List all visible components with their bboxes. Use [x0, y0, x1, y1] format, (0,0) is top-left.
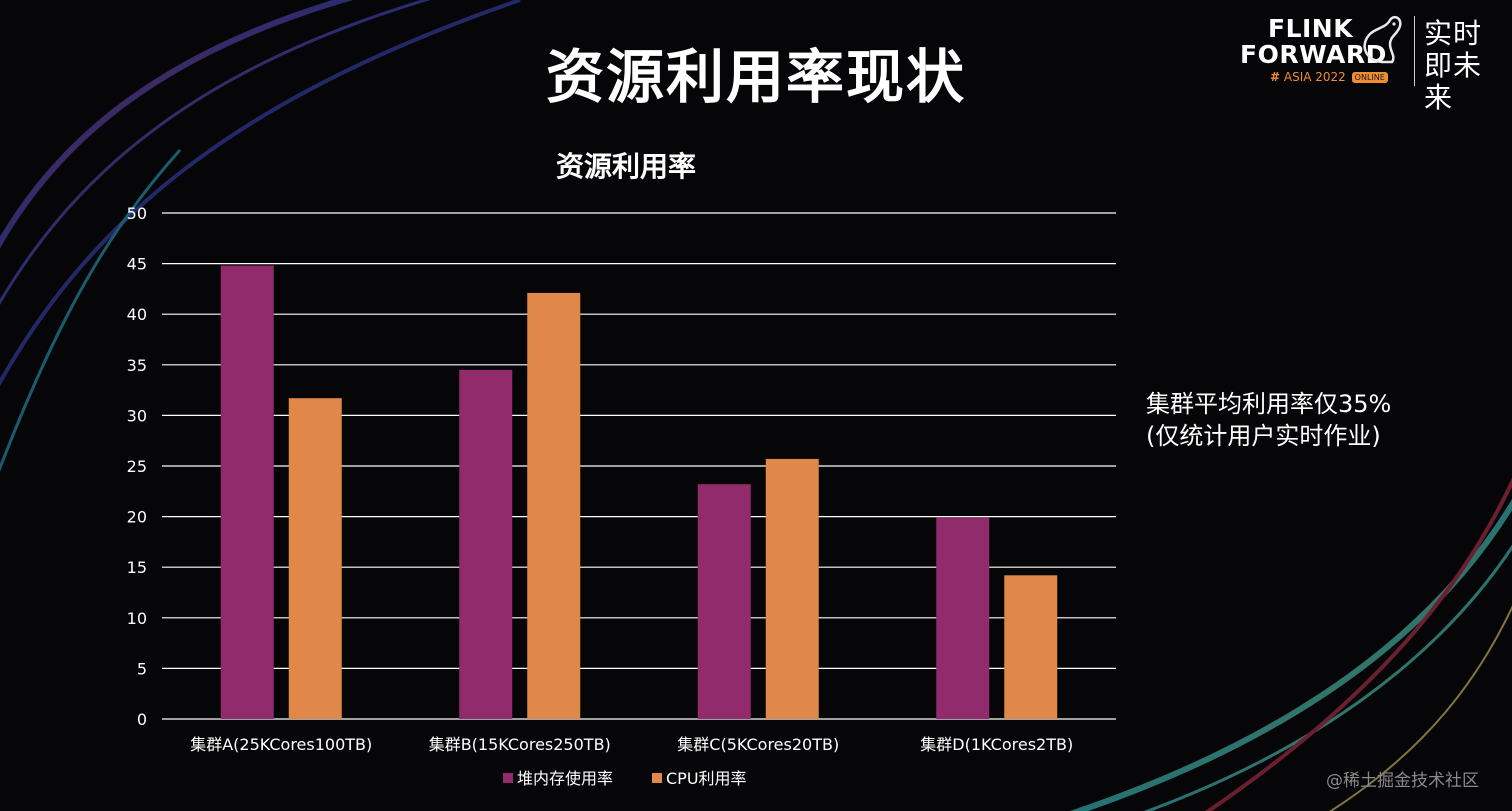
y-tick-label: 30: [127, 406, 147, 425]
chart-title: 资源利用率: [556, 150, 696, 183]
logo-divider: [1414, 16, 1415, 86]
y-tick-label: 20: [127, 508, 147, 527]
slide-title: 资源利用率现状: [545, 43, 966, 111]
bar-cpu-2: [527, 292, 581, 719]
y-tick-label: 35: [127, 356, 147, 375]
y-tick-label: 50: [127, 204, 147, 223]
squirrel-icon: [1363, 15, 1402, 64]
x-category-label: 集群C(5KCores20TB): [677, 735, 839, 754]
logo-event-line: # ASIA 2022 ONLINE: [1270, 70, 1388, 84]
flink-forward-logo: FLINK FORWARD # ASIA 2022 ONLINE 实时即未来: [1238, 12, 1500, 114]
y-tick-label: 25: [127, 457, 147, 476]
x-axis-labels: 集群A(25KCores100TB) 集群B(15KCores250TB) 集群C(…: [190, 735, 1073, 754]
summary-note-line2: (仅统计用户实时作业): [1146, 422, 1381, 450]
bar-heap-1: [220, 265, 274, 719]
x-category-label: 集群D(1KCores2TB): [920, 735, 1073, 754]
legend: 堆内存使用率 CPU利用率: [503, 769, 747, 788]
y-tick-label: 10: [127, 609, 147, 628]
bar-heap-4: [936, 517, 990, 719]
y-axis-ticks: 0 5 10 15 20 25 30 35 40 45 50: [127, 204, 147, 729]
bar-cpu-1: [288, 398, 342, 719]
watermark: @稀土掘金技术社区: [1326, 771, 1479, 791]
y-tick-label: 0: [137, 710, 147, 729]
x-category-label: 集群A(25KCores100TB): [190, 735, 372, 754]
legend-label: 堆内存使用率: [517, 769, 613, 788]
logo-flink-text: FLINK: [1268, 14, 1354, 43]
legend-label: CPU利用率: [666, 769, 747, 788]
y-tick-label: 5: [137, 659, 147, 678]
bars: [220, 265, 1058, 719]
summary-note-line1: 集群平均利用率仅35%: [1146, 390, 1392, 418]
legend-swatch: [503, 773, 513, 783]
bar-cpu-4: [1004, 575, 1058, 719]
logo-forward-text: FORWARD: [1240, 40, 1387, 69]
y-tick-label: 40: [127, 305, 147, 324]
bar-heap-3: [697, 484, 751, 719]
logo-online-badge: ONLINE: [1351, 72, 1388, 83]
legend-swatch: [652, 773, 662, 783]
summary-note: 集群平均利用率仅35% (仅统计用户实时作业): [1146, 388, 1391, 452]
y-tick-label: 15: [127, 558, 147, 577]
y-tick-label: 45: [127, 255, 147, 274]
bar-cpu-3: [765, 458, 819, 719]
logo-event: ASIA 2022: [1283, 70, 1346, 84]
logo-slogan: 实时即未来: [1424, 17, 1483, 114]
bar-heap-2: [459, 369, 513, 719]
logo-hash: #: [1270, 70, 1281, 84]
x-category-label: 集群B(15KCores250TB): [429, 735, 611, 754]
